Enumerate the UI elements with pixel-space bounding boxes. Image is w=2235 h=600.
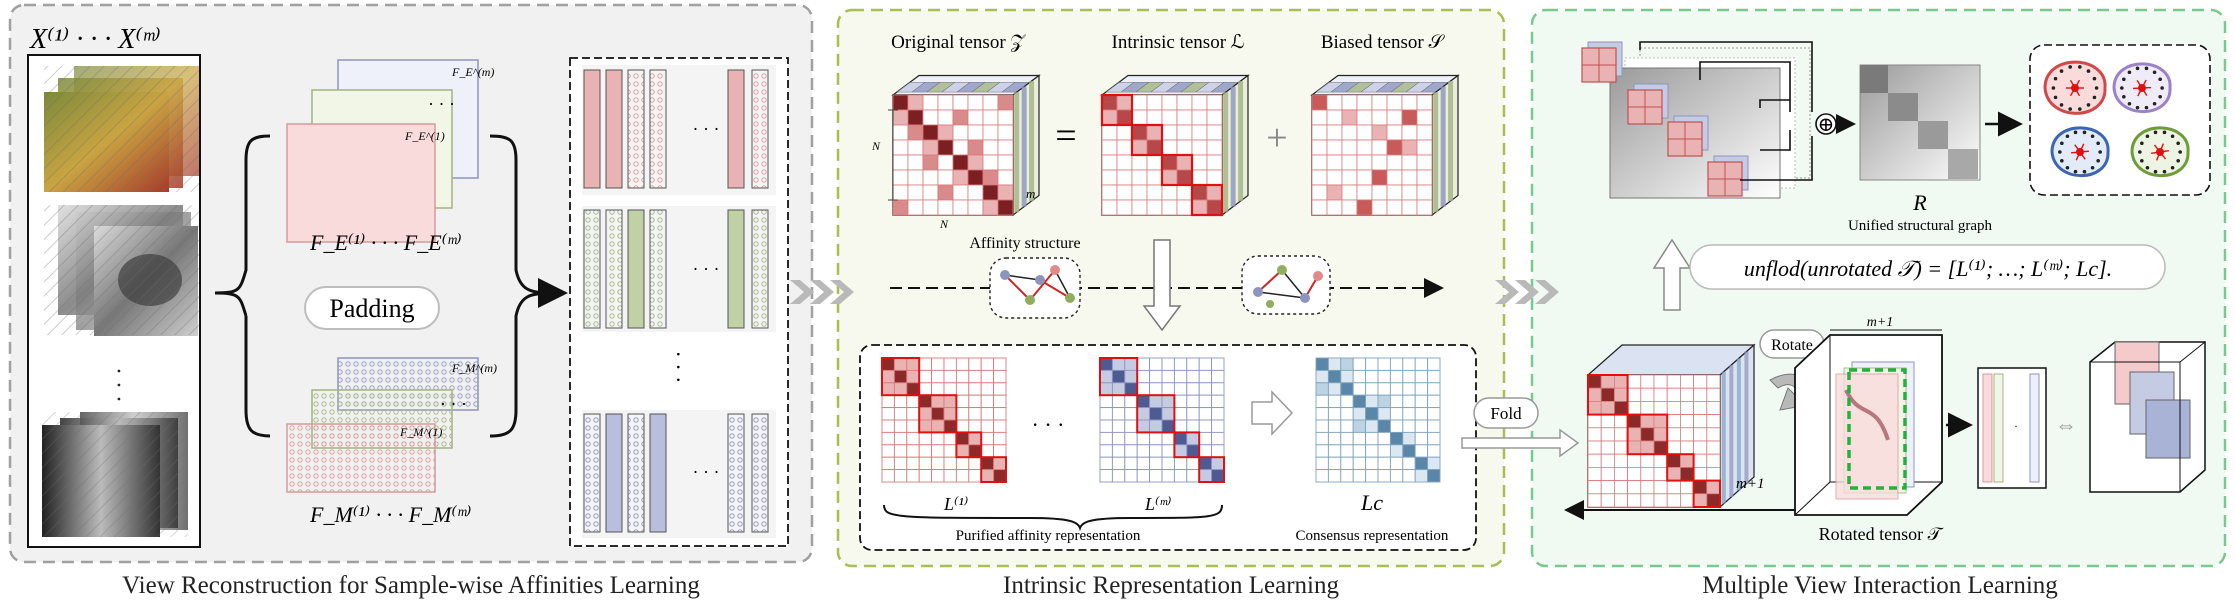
vertical-dots: · · · bbox=[666, 351, 691, 384]
matrix-lc bbox=[1315, 357, 1441, 483]
right-hollow-arrow-icon bbox=[1251, 390, 1294, 436]
panel-left-title: View Reconstruction for Sample-wise Affi… bbox=[122, 572, 700, 599]
input-image-group bbox=[44, 66, 199, 192]
rotated-tensor-label: Rotated tensor 𝒯 bbox=[1819, 524, 1944, 544]
lc-label: Lc bbox=[1360, 490, 1383, 515]
consensus-label: Consensus representation bbox=[1296, 528, 1449, 544]
slice-columns: · bbox=[1977, 367, 2047, 489]
cluster-group bbox=[2130, 126, 2190, 177]
feature-e-top-tag: F_E^(m) bbox=[451, 65, 494, 79]
equals-sign: = bbox=[1055, 115, 1076, 157]
vertical-dots: · · · bbox=[105, 367, 131, 403]
padding-pill bbox=[304, 286, 440, 330]
feature-m-label: F_M⁽¹⁾ · · · F_M⁽ᵐ⁾ bbox=[309, 502, 471, 527]
unfold-formula-pill bbox=[1689, 244, 2166, 290]
intrinsic-tensor-label: Intrinsic tensor ℒ bbox=[1112, 32, 1245, 53]
panel-middle-title: Intrinsic Representation Learning bbox=[1003, 572, 1339, 599]
lm-label: L⁽ᵐ⁾ bbox=[1144, 494, 1171, 514]
rotated-tensor bbox=[1794, 329, 1943, 516]
cluster-group bbox=[2112, 62, 2172, 113]
feature-stack-m: F_M^(m) F_M^(1) · · · bbox=[286, 357, 497, 493]
m-plus-1-a: m+1 bbox=[1736, 476, 1764, 492]
cluster-group bbox=[2043, 60, 2107, 115]
padded-columns-green: · · · bbox=[582, 206, 776, 332]
matrix-dots: · · · bbox=[1032, 412, 1065, 437]
feature-m-top-tag: F_M^(m) bbox=[451, 361, 497, 375]
graph-block bbox=[1627, 83, 1669, 125]
dim-n-horizontal: N bbox=[939, 217, 949, 231]
unified-graph-matrix bbox=[1859, 64, 1981, 181]
double-arrow-icon: ⇔ bbox=[2055, 412, 2077, 437]
merge-brace bbox=[489, 134, 553, 438]
dim-m: m bbox=[1026, 186, 1035, 201]
plus-sign: + bbox=[1266, 117, 1287, 159]
purified-label: Purified affinity representation bbox=[956, 528, 1141, 544]
padding-label: Padding bbox=[329, 294, 414, 323]
affinity-graph-2 bbox=[1241, 255, 1331, 315]
fold-pill bbox=[1473, 397, 1539, 429]
panel-right-title: Multiple View Interaction Learning bbox=[1702, 572, 2058, 599]
l1-label: L⁽¹⁾ bbox=[943, 494, 968, 514]
fold-label: Fold bbox=[1490, 404, 1522, 423]
matrix-lm bbox=[1099, 357, 1225, 484]
feature-m-bottom-tag: F_M^(1) bbox=[399, 425, 442, 439]
fold-arrow-icon bbox=[1461, 428, 1580, 458]
feature-stack-e: F_E^(m) F_E^(1) · · · bbox=[286, 59, 494, 243]
biased-tensor-label: Biased tensor 𝒮 bbox=[1321, 32, 1446, 53]
folded-tensor-cube bbox=[1586, 343, 1756, 509]
affinity-structure-label: Affinity structure bbox=[969, 235, 1080, 252]
m-plus-1-b: m+1 bbox=[1867, 315, 1894, 330]
chevron-arrow-icon bbox=[1495, 280, 1559, 304]
slice-dots: · bbox=[2014, 419, 2018, 433]
matrix-l1 bbox=[881, 357, 1008, 484]
up-hollow-arrow-icon bbox=[1652, 238, 1692, 311]
columns-dots: · · · bbox=[693, 119, 720, 139]
padded-columns-pink: · · · bbox=[582, 65, 776, 195]
original-tensor-label: Original tensor 𝒵 bbox=[891, 32, 1026, 53]
r-label: R bbox=[1912, 190, 1927, 215]
columns-dots: · · · bbox=[693, 462, 720, 482]
columns-dots: · · · bbox=[693, 259, 720, 279]
graph-block bbox=[1707, 155, 1749, 197]
feature-e-bottom-tag: F_E^(1) bbox=[404, 129, 445, 143]
unfold-formula: unflod(unrotated 𝒯) = [L⁽¹⁾; …; L⁽ᵐ⁾; Lc… bbox=[1744, 256, 2112, 281]
dim-n-vertical: N bbox=[871, 139, 881, 153]
affinity-graph-1 bbox=[989, 257, 1081, 319]
rotate-label: Rotate bbox=[1771, 337, 1813, 354]
feature-m-dots: · · · bbox=[440, 394, 467, 414]
graph-block bbox=[1581, 41, 1623, 83]
original-tensor-cube bbox=[891, 74, 1041, 217]
unified-graph-label: Unified structural graph bbox=[1848, 218, 1993, 234]
biased-tensor-cube bbox=[1310, 74, 1460, 217]
input-image-group bbox=[44, 205, 199, 336]
oplus-symbol: ⊕ bbox=[1818, 114, 1835, 136]
cluster-group bbox=[2050, 126, 2110, 177]
feature-e-dots: · · · bbox=[428, 94, 455, 114]
purified-brace bbox=[883, 504, 1223, 532]
padded-columns-blue: · · · bbox=[582, 410, 776, 538]
chevron-arrow-icon bbox=[790, 280, 854, 304]
split-brace bbox=[214, 134, 271, 438]
graph-block bbox=[1667, 115, 1709, 157]
input-image-group bbox=[42, 412, 188, 537]
intrinsic-tensor-cube bbox=[1100, 74, 1250, 217]
feature-e-label: F_E⁽¹⁾ · · · F_E⁽ᵐ⁾ bbox=[309, 230, 462, 255]
input-views-label: X⁽¹⁾ · · · X⁽ᵐ⁾ bbox=[29, 24, 161, 55]
down-arrow-icon bbox=[1142, 239, 1182, 332]
stacked-slabs bbox=[2089, 341, 2206, 493]
